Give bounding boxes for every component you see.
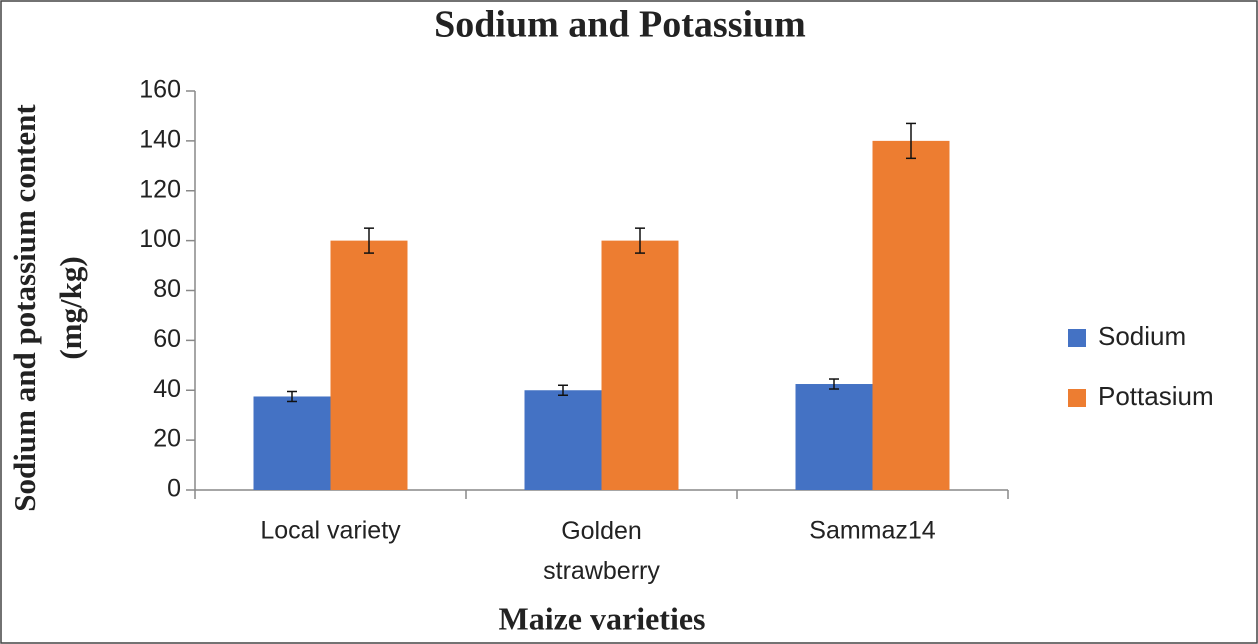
- legend-label: Sodium: [1098, 321, 1186, 351]
- y-tick-label: 80: [153, 275, 181, 303]
- x-tick-label: Sammaz14: [809, 517, 936, 545]
- legend-swatch: [1068, 329, 1086, 347]
- x-axis-title: Maize varieties: [499, 600, 706, 636]
- y-tick-label: 40: [153, 375, 181, 403]
- error-bar: [906, 122, 916, 160]
- bar: [795, 384, 873, 490]
- error-bar: [364, 227, 374, 254]
- y-axis-title: Sodium and potassium content: [7, 104, 42, 512]
- chart-title: Sodium and Potassium: [434, 4, 806, 46]
- legend-swatch: [1068, 389, 1086, 407]
- y-tick-label: 20: [153, 425, 181, 453]
- y-tick-label: 120: [139, 175, 181, 203]
- error-bar: [558, 384, 568, 396]
- bar: [601, 240, 679, 490]
- error-bar: [635, 227, 645, 254]
- x-tick-label: Golden strawberry: [543, 517, 660, 585]
- bar: [872, 140, 950, 490]
- bar: [524, 390, 602, 490]
- y-axis-title: (mg/kg): [53, 256, 88, 359]
- bar: [253, 396, 331, 490]
- legend-label: Pottasium: [1098, 381, 1214, 411]
- bar: [330, 240, 408, 490]
- y-tick-label: 0: [167, 475, 181, 503]
- error-bar: [829, 378, 839, 390]
- error-bar: [287, 390, 297, 403]
- x-tick-label: Local variety: [260, 517, 401, 545]
- y-tick-label: 100: [139, 225, 181, 253]
- y-tick-label: 160: [139, 76, 181, 104]
- y-tick-label: 60: [153, 325, 181, 353]
- y-tick-label: 140: [139, 125, 181, 153]
